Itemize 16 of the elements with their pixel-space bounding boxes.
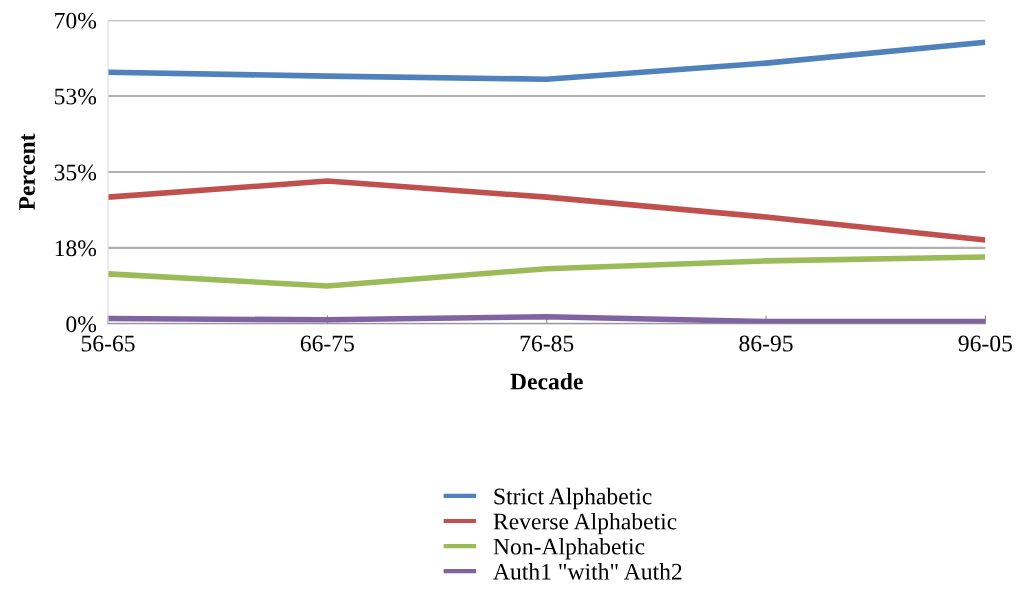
- y-axis-title: Percent: [19, 133, 35, 211]
- x-tick-label: 56-65: [81, 335, 135, 352]
- x-axis-title: Decade: [510, 372, 583, 390]
- y-tick-label: 35%: [54, 164, 97, 181]
- x-tick-label: 76-85: [520, 335, 574, 352]
- x-tick-label: 86-95: [739, 335, 793, 352]
- y-tick-label: 0%: [66, 316, 97, 333]
- legend-label: Strict Alphabetic: [494, 487, 652, 510]
- legend-label: Reverse Alphabetic: [493, 512, 677, 535]
- x-tick-label: 66-75: [300, 335, 354, 352]
- legend-label: Non-Alphabetic: [493, 537, 645, 560]
- y-tick-label: 53%: [55, 88, 97, 105]
- y-tick-label: 70%: [55, 12, 97, 29]
- legend-label: Auth1 "with" Auth2: [493, 563, 682, 580]
- x-tick-label: 96-05: [958, 335, 1012, 352]
- y-tick-label: 18%: [55, 240, 97, 257]
